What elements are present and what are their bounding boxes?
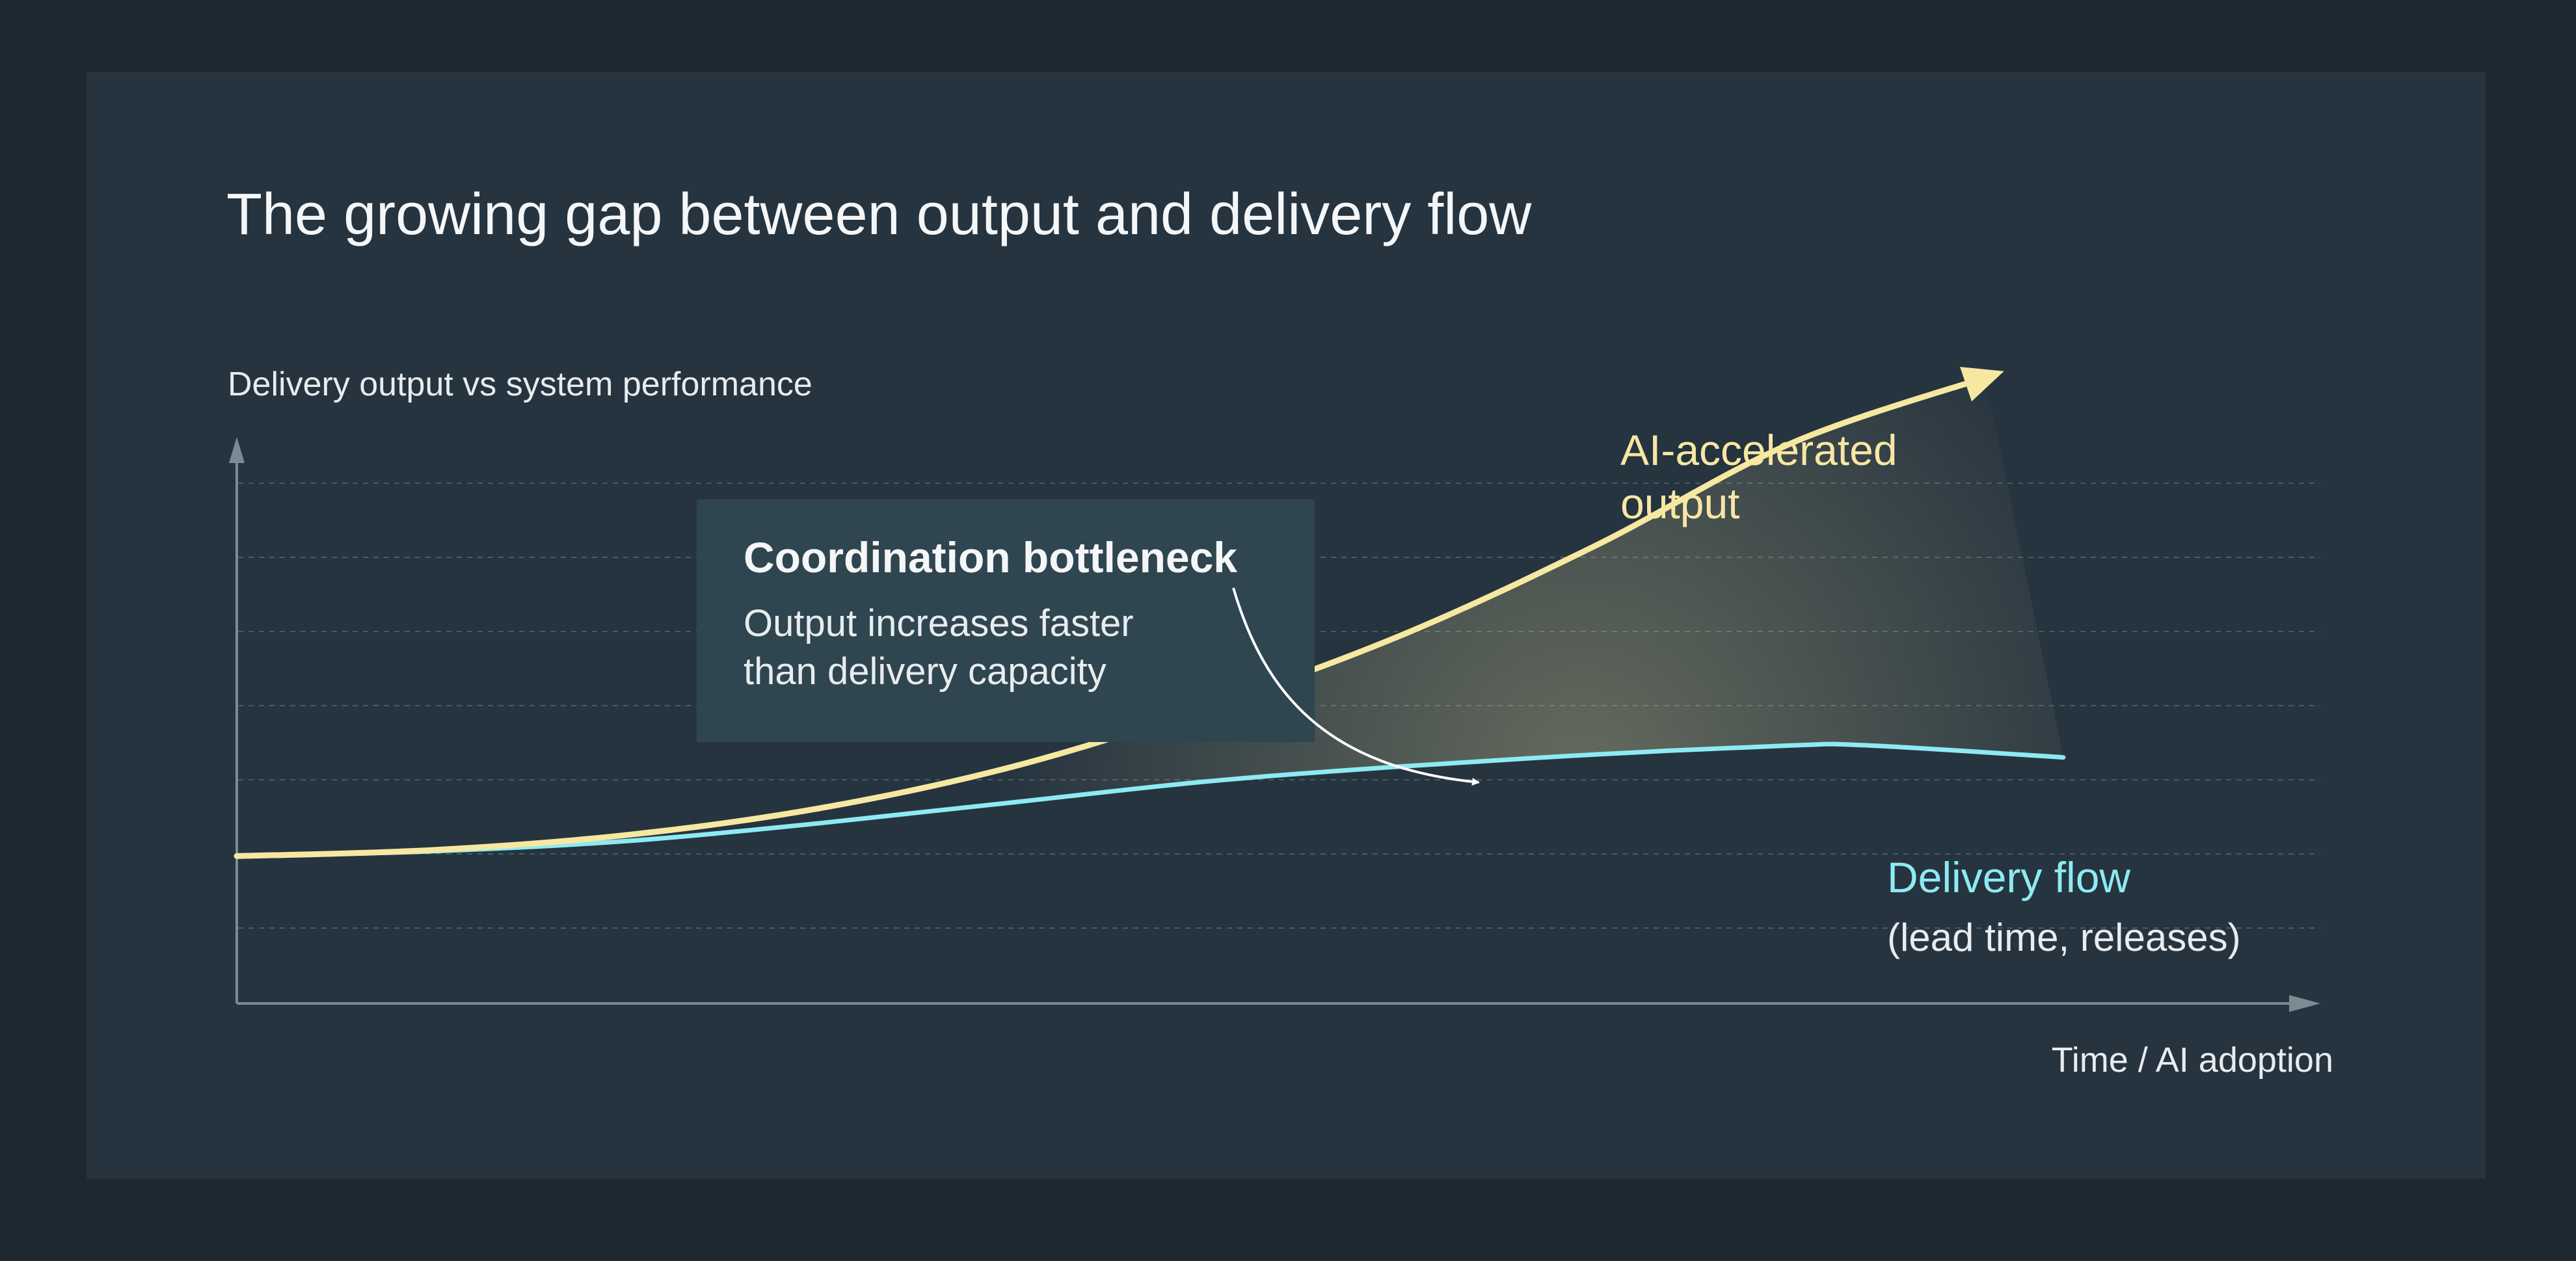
callout-arrow [1232, 587, 1480, 786]
callout-line-1: Output increases faster [744, 602, 1134, 644]
ai-output-label-line-1: AI-accelerated [1620, 426, 1898, 474]
ai-output-label-line-2: output [1620, 479, 1740, 527]
axes [229, 437, 2320, 1012]
gap-area [237, 377, 2063, 856]
callout-box [697, 499, 1315, 742]
delivery-flow-sublabel: (lead time, releases) [1887, 916, 2241, 959]
y-axis-label: Delivery output vs system performance [228, 365, 812, 403]
chart-title: The growing gap between output and deliv… [226, 182, 1532, 247]
series-line-delivery-flow [234, 741, 2066, 858]
y-axis-arrow [229, 437, 245, 463]
chart-svg: The growing gap between output and deliv… [226, 182, 2333, 1080]
delivery-flow-label: Delivery flow [1887, 853, 2130, 901]
callout-line-2: than delivery capacity [744, 650, 1107, 693]
ai-output-arrowhead [1960, 367, 2004, 402]
x-axis-label: Time / AI adoption [2052, 1041, 2333, 1080]
x-axis-arrow [2289, 995, 2320, 1012]
chart-panel: The growing gap between output and deliv… [87, 72, 2486, 1178]
callout-title: Coordination bottleneck [744, 533, 1237, 581]
